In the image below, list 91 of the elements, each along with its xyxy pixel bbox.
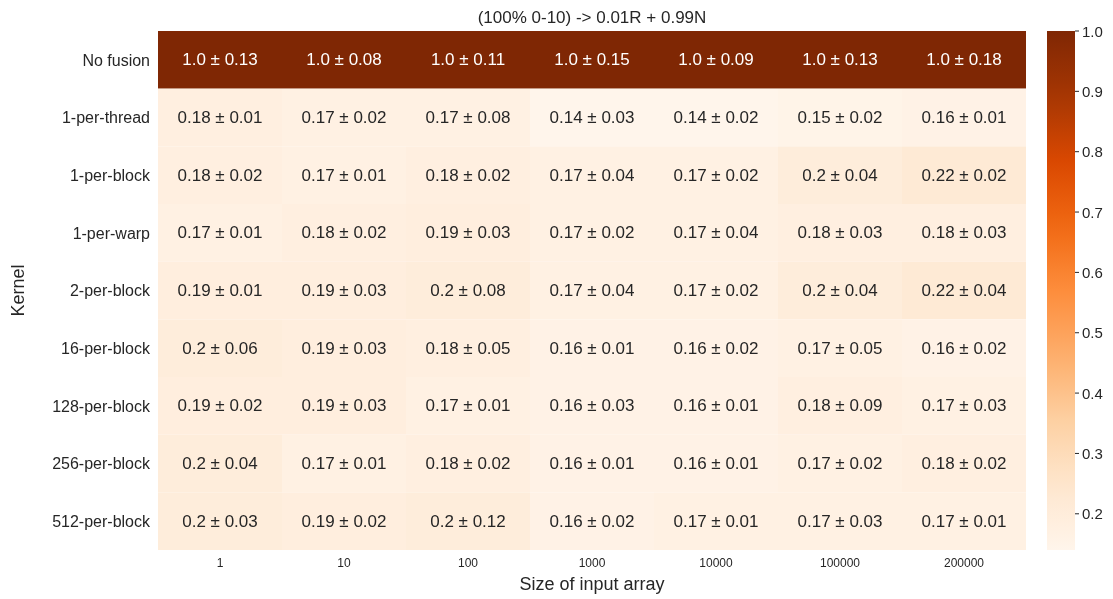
data-label: 0.17 ± 0.01 xyxy=(177,223,263,243)
data-label: 0.16 ± 0.01 xyxy=(673,454,759,473)
color-bar-label: 0.9 xyxy=(1082,82,1103,100)
data-label: 0.18 ± 0.03 xyxy=(797,223,883,243)
data-label: 1.0 ± 0.18 xyxy=(926,50,1002,70)
y-tick-label: No fusion xyxy=(82,51,150,69)
data-label: 0.17 ± 0.01 xyxy=(301,454,387,473)
data-label: 0.16 ± 0.02 xyxy=(673,338,759,358)
data-label: 0.17 ± 0.04 xyxy=(549,281,635,300)
data-label: 0.16 ± 0.02 xyxy=(921,338,1007,358)
data-label: 0.17 ± 0.08 xyxy=(425,108,511,127)
y-tick-label: 128-per-block xyxy=(52,397,151,415)
x-tick-label: 1 xyxy=(216,555,224,570)
data-label: 0.18 ± 0.02 xyxy=(921,454,1007,473)
y-tick-label: 16-per-block xyxy=(61,339,151,357)
data-label: 0.18 ± 0.02 xyxy=(301,223,387,243)
data-label: 0.18 ± 0.09 xyxy=(797,396,883,416)
data-label: 0.17 ± 0.02 xyxy=(673,165,759,185)
data-label: 0.17 ± 0.03 xyxy=(797,511,883,531)
data-label: 0.2 ± 0.03 xyxy=(182,511,258,531)
data-label: 0.2 ± 0.04 xyxy=(182,454,258,473)
data-label: 0.18 ± 0.03 xyxy=(921,223,1007,243)
data-label: 0.18 ± 0.02 xyxy=(177,165,263,185)
data-label: 1.0 ± 0.08 xyxy=(306,50,382,70)
color-bar-label: 1.0 xyxy=(1082,22,1103,40)
x-tick-label: 1000 xyxy=(578,555,606,570)
data-label: 0.17 ± 0.03 xyxy=(921,396,1007,416)
data-label: 0.17 ± 0.01 xyxy=(301,165,387,185)
y-tick-label: 256-per-block xyxy=(52,455,151,473)
color-bar-label: 0.6 xyxy=(1082,263,1103,281)
color-bar-label: 0.8 xyxy=(1082,143,1103,161)
data-label: 0.16 ± 0.01 xyxy=(549,338,635,358)
y-tick-label: 1-per-warp xyxy=(72,224,151,242)
data-label: 0.19 ± 0.02 xyxy=(301,511,387,531)
data-label: 0.2 ± 0.04 xyxy=(802,281,878,300)
data-label: 0.15 ± 0.02 xyxy=(797,108,883,127)
data-label: 0.19 ± 0.03 xyxy=(301,396,387,416)
data-label: 0.16 ± 0.03 xyxy=(549,396,635,416)
color-bar-label: 0.2 xyxy=(1082,505,1103,523)
color-bar-label: 0.7 xyxy=(1082,203,1103,221)
data-label: 0.18 ± 0.05 xyxy=(425,338,511,358)
data-label: 0.19 ± 0.01 xyxy=(177,281,263,300)
y-tick-label: 512-per-block xyxy=(52,512,151,530)
data-label: 0.16 ± 0.01 xyxy=(921,108,1007,127)
data-label: 0.18 ± 0.01 xyxy=(177,108,263,127)
y-tick-label: 1-per-thread xyxy=(61,109,150,127)
x-tick-label: 10000 xyxy=(699,555,734,570)
y-tick-label: 1-per-block xyxy=(69,166,151,184)
data-label: 0.17 ± 0.02 xyxy=(673,281,759,300)
data-label: 0.16 ± 0.01 xyxy=(549,454,635,473)
data-label: 0.16 ± 0.02 xyxy=(549,511,635,531)
data-label: 1.0 ± 0.13 xyxy=(182,50,258,70)
x-tick-label: 10 xyxy=(337,555,351,570)
data-label: 0.17 ± 0.04 xyxy=(549,165,635,185)
data-label: 0.18 ± 0.02 xyxy=(425,165,511,185)
data-label: 1.0 ± 0.09 xyxy=(678,50,754,70)
y-tick-label: 2-per-block xyxy=(69,282,151,300)
data-label: 0.19 ± 0.02 xyxy=(177,396,263,416)
data-label: 0.2 ± 0.08 xyxy=(430,281,506,300)
y-axis-title: Kernel xyxy=(8,264,29,317)
data-label: 0.14 ± 0.02 xyxy=(673,108,759,127)
data-label: 0.14 ± 0.03 xyxy=(549,108,635,127)
x-tick-label: 200000 xyxy=(943,555,985,570)
data-label: 0.17 ± 0.01 xyxy=(921,511,1007,531)
data-label: 0.2 ± 0.06 xyxy=(182,338,258,358)
data-label: 1.0 ± 0.15 xyxy=(554,50,630,70)
data-label: 0.2 ± 0.12 xyxy=(430,511,506,531)
data-label: 0.18 ± 0.02 xyxy=(425,454,511,473)
color-bar-label: 0.5 xyxy=(1082,324,1103,342)
data-label: 0.19 ± 0.03 xyxy=(425,223,511,243)
data-label: 0.17 ± 0.01 xyxy=(425,396,511,416)
data-label: 0.2 ± 0.04 xyxy=(802,165,878,185)
data-label: 0.17 ± 0.02 xyxy=(797,454,883,473)
data-label: 0.17 ± 0.04 xyxy=(673,223,759,243)
data-label: 0.17 ± 0.02 xyxy=(301,108,387,127)
color-bar-label: 0.3 xyxy=(1082,444,1103,462)
data-label: 0.17 ± 0.05 xyxy=(797,338,883,358)
data-label: 0.19 ± 0.03 xyxy=(301,281,387,300)
x-axis-title: Size of input array xyxy=(518,574,666,595)
data-label: 0.22 ± 0.02 xyxy=(921,165,1007,185)
chart-title: (100% 0-10) -> 0.01R + 0.99N xyxy=(476,8,708,28)
data-label: 1.0 ± 0.13 xyxy=(802,50,878,70)
data-label: 0.17 ± 0.02 xyxy=(549,223,635,243)
color-bar-label: 0.4 xyxy=(1082,384,1103,402)
x-tick-label: 100 xyxy=(457,555,479,570)
data-label: 0.17 ± 0.01 xyxy=(673,511,759,531)
data-label: 0.22 ± 0.04 xyxy=(921,281,1007,300)
x-tick-label: 100000 xyxy=(819,555,861,570)
data-label: 0.16 ± 0.01 xyxy=(673,396,759,416)
data-label: 1.0 ± 0.11 xyxy=(430,50,506,70)
data-label: 0.19 ± 0.03 xyxy=(301,338,387,358)
